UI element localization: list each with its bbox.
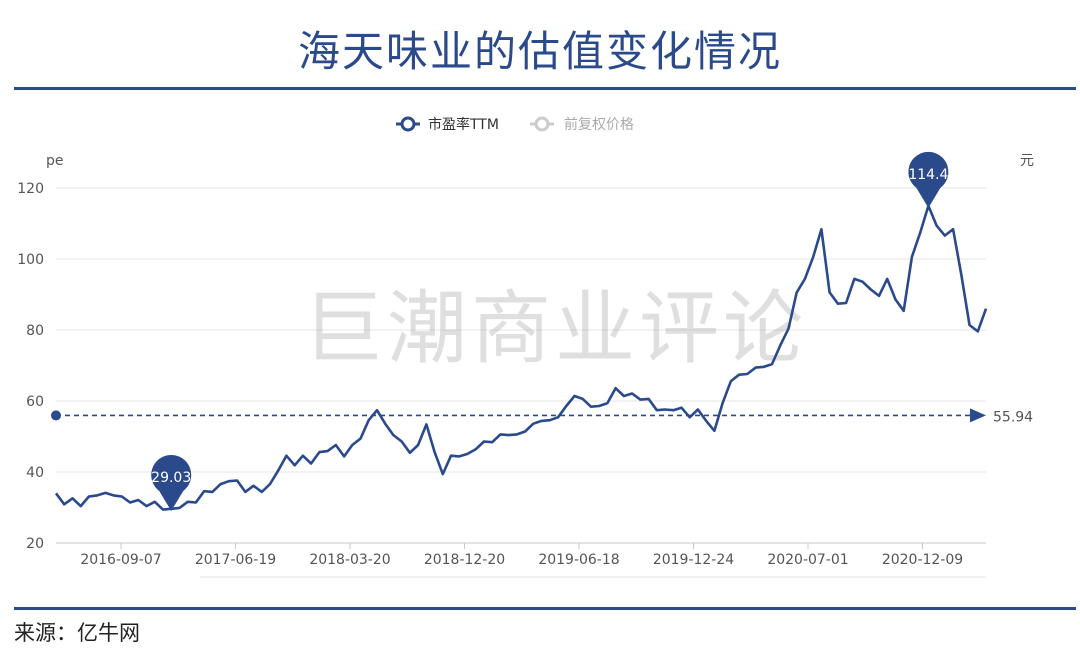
legend-label-pe: 市盈率TTM (428, 116, 499, 133)
series-line-pe (54, 204, 988, 511)
x-tick-label: 2017-06-19 (195, 552, 276, 568)
x-tick-label: 2020-07-01 (767, 552, 848, 568)
max-marker-shape (908, 151, 949, 208)
grid (56, 187, 986, 544)
x-tick-label: 2020-12-09 (882, 552, 963, 568)
y-tick-label: 100 (17, 252, 44, 268)
reference-start-dot (51, 410, 61, 421)
min-marker-label: 29.03 (151, 470, 191, 486)
y-tick-label: 40 (26, 465, 44, 481)
min-marker-shape (151, 454, 192, 511)
max-marker[interactable]: 114.4 (908, 151, 949, 208)
legend[interactable]: 市盈率TTM 前复权价格 (396, 116, 634, 133)
reference-arrow (970, 408, 986, 423)
y-tick-label: 20 (26, 536, 44, 552)
pe-chart: 市盈率TTM 前复权价格 pe 元 20 40 60 80 100 120 2016-09… (17, 116, 1034, 578)
x-tick-label: 2018-12-20 (424, 552, 505, 568)
x-tick-label: 2019-12-24 (653, 552, 734, 568)
max-marker-label: 114.4 (908, 167, 948, 183)
y-axis: 20 40 60 80 100 120 (17, 181, 44, 552)
reference-value-label: 55.94 (993, 409, 1033, 425)
min-marker[interactable]: 29.03 (151, 454, 192, 511)
legend-item-pe[interactable]: 市盈率TTM (396, 116, 499, 133)
average-reference-line: 55.94 (51, 408, 1033, 425)
y-tick-label: 120 (17, 181, 44, 197)
legend-label-price: 前复权价格 (564, 116, 634, 133)
x-axis: 2016-09-07 2017-06-19 2018-03-20 2018-12-20… (80, 543, 986, 578)
y-axis-label-right: 元 (1020, 153, 1034, 169)
x-tick-label: 2019-06-18 (538, 552, 619, 568)
source-note: 来源：亿牛网 (14, 621, 140, 645)
x-tick-label: 2016-09-07 (80, 552, 161, 568)
y-tick-label: 60 (26, 394, 44, 410)
chart-title: 海天味业的估值变化情况 (297, 27, 782, 76)
x-tick-label: 2018-03-20 (309, 552, 390, 568)
legend-item-price[interactable]: 前复权价格 (530, 116, 634, 133)
y-tick-label: 80 (26, 323, 44, 339)
title-divider (14, 87, 1076, 90)
footer-divider (14, 607, 1076, 610)
y-axis-label-left: pe (46, 153, 64, 169)
markers: 29.03 114.4 (151, 151, 949, 511)
watermark: 巨潮商业评论 (303, 282, 807, 375)
